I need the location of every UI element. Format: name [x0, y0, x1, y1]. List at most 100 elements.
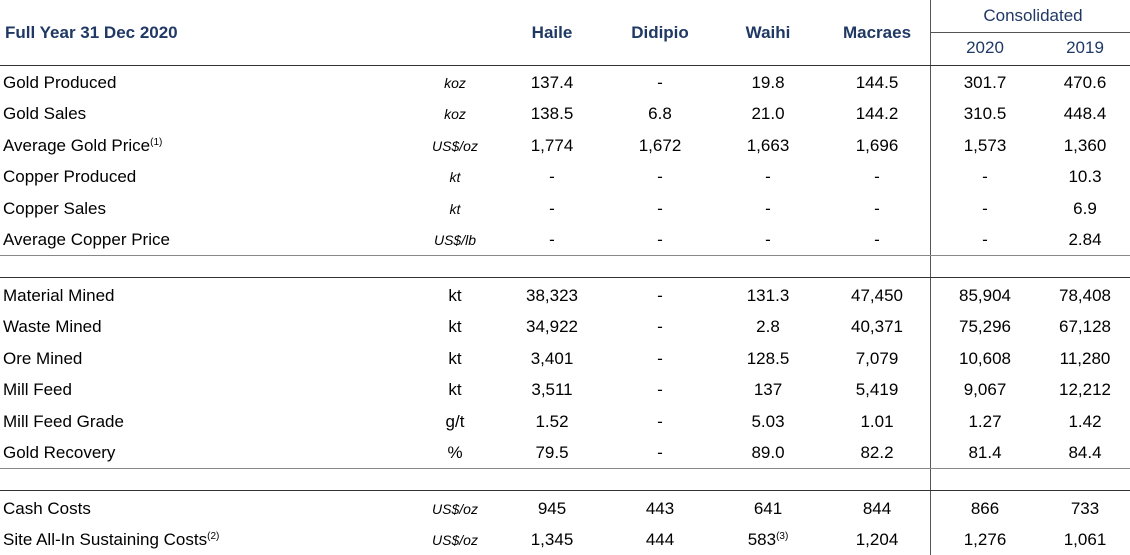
value-cell: 137	[753, 380, 783, 400]
value-cell: 1.27	[968, 411, 1002, 431]
unit: koz	[444, 75, 466, 91]
value-cell: 733	[1070, 499, 1100, 518]
value-cell: 79.5	[535, 443, 569, 462]
value-cell: -	[657, 286, 663, 305]
value-cell: 19.8	[751, 73, 785, 92]
label-text: Waste Mined	[3, 317, 102, 337]
value-cell: -	[657, 348, 663, 368]
value-cell: 81.4	[968, 443, 1002, 462]
value-cell: 1.42	[1068, 411, 1102, 431]
unit: kt	[449, 169, 461, 186]
footnote-ref: (2)	[207, 531, 220, 543]
row-label: Average Copper Price	[3, 230, 170, 250]
value-cell: -	[657, 167, 663, 187]
value-cell: -	[657, 317, 663, 337]
value-cell: 470.6	[1063, 73, 1107, 92]
value-cell: -	[765, 167, 771, 187]
label-text: Average Gold Price	[3, 135, 151, 155]
value-cell: 11,280	[1059, 348, 1111, 368]
year-header: 2019	[1066, 38, 1104, 57]
value-cell: 131.3	[746, 286, 790, 305]
value-cell: 945	[537, 499, 567, 518]
label-text: Gold Recovery	[3, 443, 116, 462]
value-text: 583	[747, 530, 777, 550]
value-cell: 5,419	[855, 380, 899, 400]
row-label: Cash Costs	[3, 499, 91, 519]
value-cell: -	[982, 230, 988, 249]
rule	[0, 490, 1130, 491]
label-text: Mill Feed	[3, 380, 72, 400]
value-cell: 1,663	[746, 135, 790, 155]
value-cell: -	[874, 167, 880, 187]
rule	[0, 277, 1130, 278]
value-cell: 1,672	[638, 135, 682, 155]
value-cell: -	[657, 411, 663, 431]
value-cell: 1,774	[530, 135, 574, 155]
value-cell: 3,401	[530, 348, 574, 368]
value-cell: 2.8	[756, 317, 780, 337]
unit: kt	[448, 317, 462, 337]
value-cell: 78,408	[1059, 286, 1111, 305]
value-cell: -	[549, 230, 555, 249]
value-cell: 1,061	[1063, 530, 1107, 550]
value-cell: 310.5	[963, 104, 1007, 124]
value-cell: -	[982, 198, 988, 218]
value-cell: 67,128	[1059, 317, 1111, 337]
value-cell: 866	[970, 499, 1000, 518]
rule	[0, 65, 1130, 66]
value-cell: -	[765, 230, 771, 249]
row-label: Mill Feed	[3, 380, 72, 400]
label-text: Cash Costs	[3, 499, 91, 518]
row-label: Mill Feed Grade	[3, 412, 124, 432]
row-label: Waste Mined	[3, 317, 102, 337]
value-cell: 10,608	[959, 348, 1011, 368]
rule	[0, 255, 1130, 256]
value-cell: 12,212	[1059, 380, 1111, 400]
value-cell: 89.0	[751, 443, 785, 462]
value-cell: 10.3	[1068, 167, 1102, 187]
value-cell: 583(3)	[748, 530, 789, 550]
value-cell: 1,360	[1063, 135, 1107, 155]
value-cell: -	[982, 167, 988, 187]
value-cell: 641	[753, 499, 783, 518]
label-text: Copper Sales	[3, 198, 107, 218]
value-cell: 3,511	[531, 380, 573, 400]
column-header: Haile	[531, 23, 573, 42]
value-cell: -	[657, 73, 663, 92]
unit: kt	[449, 200, 461, 217]
value-cell: 301.7	[963, 73, 1007, 92]
value-cell: 85,904	[959, 286, 1011, 305]
row-label: Gold Sales	[3, 104, 86, 124]
row-label: Site All-In Sustaining Costs(2)	[3, 530, 219, 550]
value-cell: 1,204	[855, 530, 899, 550]
unit: kt	[448, 286, 462, 305]
value-cell: 40,371	[851, 317, 903, 337]
unit: %	[447, 443, 463, 462]
value-cell: -	[765, 198, 771, 218]
group-header: Consolidated	[983, 6, 1083, 25]
column-header: Didipio	[631, 23, 689, 42]
unit: US$/oz	[432, 501, 478, 517]
value-cell: 47,450	[851, 286, 903, 305]
value-cell: -	[549, 167, 555, 187]
value-cell: 2.84	[1068, 230, 1102, 249]
value-cell: 144.2	[855, 104, 899, 124]
value-cell: 1,345	[530, 530, 574, 550]
footnote-ref: (1)	[150, 136, 163, 148]
value-cell: 84.4	[1068, 443, 1102, 462]
value-cell: 138.5	[530, 104, 574, 124]
column-header: Macraes	[842, 23, 912, 42]
unit: US$/oz	[432, 137, 478, 154]
unit: kt	[448, 380, 462, 400]
unit: US$/lb	[433, 232, 477, 248]
value-cell: 1,573	[963, 135, 1007, 155]
value-cell: 1.52	[535, 411, 569, 431]
row-label: Copper Produced	[3, 167, 136, 187]
value-cell: -	[874, 198, 880, 218]
value-cell: 1.01	[860, 411, 894, 431]
value-cell: 137.4	[530, 73, 574, 92]
value-cell: 9,067	[963, 380, 1007, 400]
value-cell: -	[657, 380, 663, 400]
value-cell: -	[549, 198, 555, 218]
